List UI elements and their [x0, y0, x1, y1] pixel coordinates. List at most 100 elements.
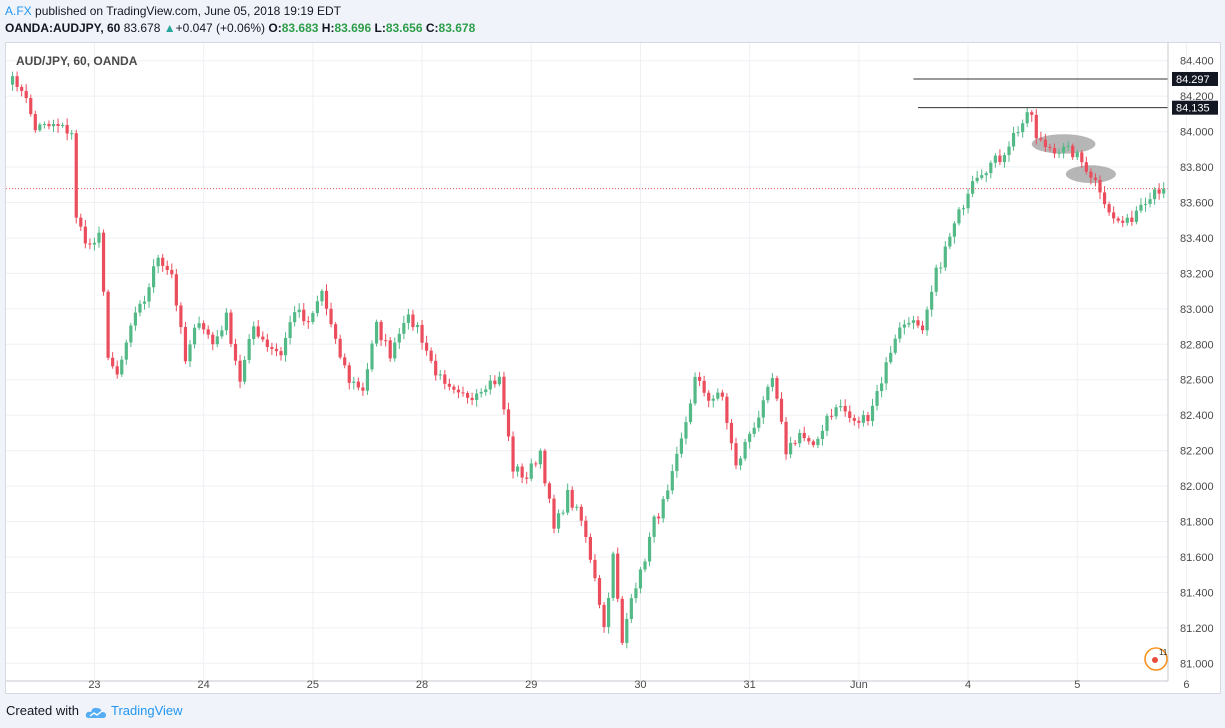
- candle: [429, 347, 433, 364]
- candle: [570, 486, 574, 511]
- time-tick-label: 4: [965, 679, 971, 691]
- candle-body: [789, 442, 793, 455]
- chart-panel[interactable]: 81.000 81.200 81.400 81.600 81.800 82.000 82.2…: [5, 42, 1221, 694]
- candle-body: [384, 340, 388, 342]
- candle: [829, 408, 834, 420]
- candle: [56, 118, 60, 133]
- candle: [192, 324, 197, 349]
- candle: [479, 388, 483, 398]
- candle-body: [666, 490, 670, 500]
- candle-body: [698, 376, 702, 381]
- candle-body: [484, 389, 488, 393]
- candle: [1093, 173, 1098, 187]
- candle-body: [757, 417, 761, 428]
- candle: [384, 333, 388, 347]
- candle: [1089, 168, 1093, 185]
- candle: [588, 533, 592, 564]
- candle-body: [179, 305, 183, 328]
- candle: [984, 171, 988, 183]
- candle-body: [934, 267, 938, 292]
- candle: [861, 410, 865, 427]
- price-tick-label: 82.200: [1180, 446, 1214, 458]
- price-axis[interactable]: 81.000 81.200 81.400 81.600 81.800 82.000 82.2…: [1167, 43, 1218, 681]
- candle-body: [374, 321, 379, 344]
- candle-body: [634, 588, 638, 599]
- candle-body: [243, 359, 247, 382]
- candle-body: [575, 506, 579, 508]
- time-tick-label: 5: [1074, 679, 1080, 691]
- price-tick-label: 83.800: [1180, 162, 1214, 174]
- candle-body: [38, 124, 42, 131]
- candle-body: [779, 398, 784, 422]
- level-tag: [1172, 71, 1218, 86]
- candle-body: [20, 86, 24, 91]
- candle-body: [188, 344, 192, 362]
- candle: [534, 461, 538, 468]
- candle-body: [607, 597, 611, 628]
- candle: [907, 317, 911, 328]
- candle: [447, 378, 451, 391]
- candle: [443, 370, 447, 390]
- candle-body: [101, 232, 106, 292]
- candle-body: [570, 489, 574, 508]
- svg-text:11: 11: [1159, 648, 1168, 657]
- candle-body: [916, 320, 920, 326]
- candle: [224, 308, 228, 336]
- candle-body: [438, 374, 442, 376]
- candle: [1080, 150, 1084, 169]
- candle-body: [898, 327, 902, 339]
- candle: [165, 260, 169, 275]
- candle: [1007, 141, 1011, 162]
- candle: [839, 399, 843, 412]
- candle: [197, 316, 201, 331]
- candle-body: [233, 343, 238, 361]
- candle-body: [265, 339, 269, 347]
- candle-body: [952, 223, 956, 237]
- candle-body: [479, 392, 483, 394]
- candle-body: [165, 265, 169, 270]
- low-value: 83.656: [385, 21, 423, 35]
- candle: [243, 356, 247, 385]
- candle-body: [261, 336, 265, 340]
- candle: [611, 551, 615, 602]
- candle-body: [1016, 132, 1020, 134]
- candle-body: [42, 124, 46, 126]
- candle-body: [588, 536, 592, 560]
- candle-body: [338, 338, 342, 358]
- candle: [770, 373, 774, 392]
- time-axis[interactable]: 23 24 25 28 29 30 31 Jun 4 5 6: [6, 679, 1190, 691]
- candle-body: [443, 374, 447, 384]
- candle-body: [547, 483, 552, 499]
- level-label: 84.135: [1176, 103, 1210, 115]
- candle-body: [738, 458, 743, 466]
- candle: [1098, 175, 1102, 200]
- tradingview-brand-link[interactable]: TradingView: [110, 703, 183, 718]
- author-link[interactable]: A.FX: [5, 4, 32, 18]
- candle: [561, 509, 565, 516]
- candle-body: [252, 326, 256, 340]
- candle: [911, 315, 916, 330]
- candle: [379, 320, 383, 347]
- candle-body: [661, 499, 665, 519]
- candle: [297, 303, 301, 318]
- candlestick-chart[interactable]: 81.000 81.200 81.400 81.600 81.800 82.000 82.2…: [6, 43, 1220, 693]
- candle-body: [1125, 217, 1129, 223]
- candle: [966, 188, 970, 214]
- time-tick-label: 24: [198, 679, 210, 691]
- candle-body: [429, 350, 433, 361]
- candle: [629, 594, 633, 623]
- candle-body: [679, 438, 683, 454]
- candle-body: [370, 343, 374, 370]
- candle: [516, 463, 520, 477]
- candle: [202, 320, 206, 335]
- candle: [752, 422, 756, 438]
- candle: [352, 376, 356, 390]
- candle-body: [625, 618, 629, 643]
- grid-lines: [6, 43, 1187, 681]
- candle-body: [415, 324, 420, 328]
- replay-icon[interactable]: 11: [1144, 647, 1168, 671]
- candle-body: [889, 352, 893, 363]
- candle: [670, 464, 674, 495]
- candle-body: [734, 443, 738, 466]
- candle: [1116, 216, 1120, 224]
